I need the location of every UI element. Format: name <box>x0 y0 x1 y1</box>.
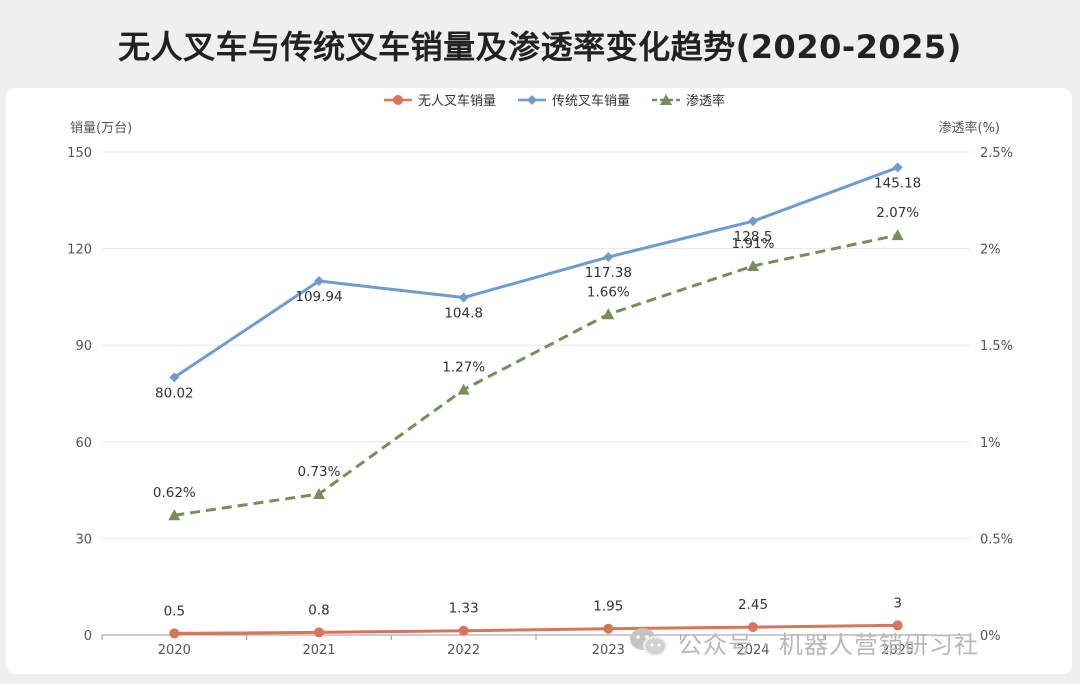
watermark: 公众号 · 机器人营销研习社 <box>628 624 979 660</box>
data-label-0: 1.95 <box>593 599 623 615</box>
legend-marker-1 <box>527 95 537 105</box>
legend-marker-2 <box>660 94 672 105</box>
series-point-0 <box>458 625 469 636</box>
data-label-2: 1.66% <box>587 284 630 300</box>
right-axis-label: 渗透率(%) <box>939 120 1001 136</box>
x-tick-label: 2021 <box>302 643 335 658</box>
data-label-2: 0.62% <box>153 485 196 501</box>
data-label-1: 128.5 <box>734 229 773 245</box>
right-tick-label: 1.5% <box>980 339 1013 354</box>
series-line-0 <box>174 623 898 635</box>
watermark-text: 公众号 · 机器人营销研习社 <box>678 630 979 659</box>
data-label-1: 117.38 <box>585 265 632 281</box>
series-point-0 <box>892 620 903 631</box>
right-tick-label: 0.5% <box>980 532 1013 547</box>
data-label-2: 1.91% <box>732 236 775 252</box>
data-label-2: 1.27% <box>442 360 485 376</box>
legend-label-2: 渗透率 <box>686 93 725 109</box>
series-point-1 <box>603 252 614 263</box>
series-point-0 <box>748 622 758 633</box>
data-label-0: 1.33 <box>449 601 479 617</box>
left-tick-label: 120 <box>67 243 92 258</box>
data-label-0: 3 <box>893 595 902 611</box>
right-tick-label: 1% <box>980 436 1001 451</box>
series-point-2 <box>602 308 615 320</box>
series-point-2 <box>168 509 181 521</box>
right-tick-label: 2% <box>980 243 1001 258</box>
data-label-2: 0.73% <box>298 464 341 480</box>
left-tick-label: 30 <box>75 532 92 547</box>
series-point-1 <box>892 162 903 173</box>
legend-label-1: 传统叉车销量 <box>552 93 630 109</box>
left-tick-label: 90 <box>75 339 92 354</box>
left-tick-label: 60 <box>75 436 92 451</box>
x-tick-label: 2025 <box>881 643 914 658</box>
wechat-icon <box>630 628 667 656</box>
left-axis-label: 销量(万台) <box>70 121 132 136</box>
legend-label-0: 无人叉车销量 <box>418 93 496 109</box>
left-tick-label: 150 <box>67 146 92 161</box>
data-label-0: 0.5 <box>164 603 185 619</box>
x-tick-label: 2020 <box>158 643 191 658</box>
chart-card <box>6 88 1072 674</box>
series-point-1 <box>458 292 469 303</box>
series-line-1 <box>173 166 899 379</box>
series-point-0 <box>603 623 614 634</box>
right-tick-label: 2.5% <box>980 146 1013 161</box>
x-tick-label: 2023 <box>592 643 625 658</box>
data-label-1: 145.18 <box>874 176 921 192</box>
data-label-1: 109.94 <box>295 289 342 305</box>
series-point-2 <box>891 229 904 241</box>
legend-marker-0 <box>393 95 403 105</box>
series-point-0 <box>169 628 180 639</box>
series-point-2 <box>457 383 470 395</box>
right-tick-label: 0% <box>980 629 1001 644</box>
data-label-0: 2.45 <box>738 597 768 613</box>
x-tick-label: 2024 <box>736 643 769 658</box>
chart-title: 无人叉车与传统叉车销量及渗透率变化趋势(2020-2025) <box>118 28 962 66</box>
data-label-2: 2.07% <box>876 205 919 221</box>
series-point-1 <box>314 275 324 286</box>
x-tick-label: 2022 <box>447 643 480 658</box>
data-label-1: 80.02 <box>155 385 194 401</box>
series-point-1 <box>748 216 758 227</box>
series-point-2 <box>313 487 325 499</box>
series-point-2 <box>747 259 759 271</box>
series-line-2 <box>174 233 898 517</box>
data-label-1: 104.8 <box>444 306 483 322</box>
data-label-0: 0.8 <box>308 602 329 618</box>
left-tick-label: 0 <box>84 629 92 644</box>
series-point-1 <box>169 372 180 383</box>
series-point-0 <box>314 627 324 638</box>
